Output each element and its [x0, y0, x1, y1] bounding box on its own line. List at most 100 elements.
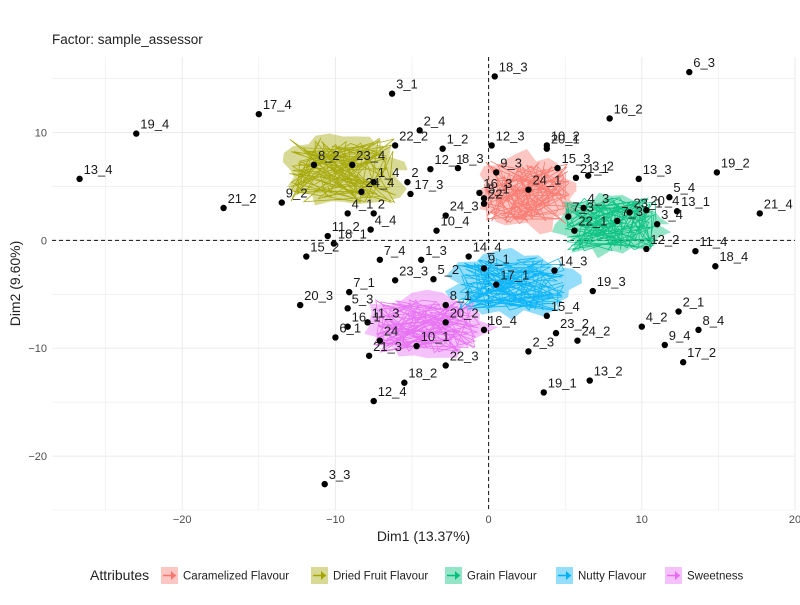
sample-point	[465, 253, 472, 260]
sample-point	[571, 227, 578, 234]
sample-label: 24_3	[450, 199, 479, 214]
sample-point	[330, 240, 338, 247]
sample-label: 5_3	[352, 291, 374, 306]
sample-point	[321, 480, 328, 488]
x-tick-label: 0	[486, 514, 492, 526]
sample-point	[635, 175, 642, 183]
sample-point	[643, 206, 650, 214]
sample-point	[543, 142, 551, 149]
sample-label: 2	[378, 196, 385, 211]
sample-label: 16_3	[483, 176, 512, 191]
sample-label: 20_4	[650, 193, 679, 208]
sample-point	[324, 232, 331, 240]
sample-label: 9_1	[488, 251, 510, 266]
legend-key-arrowhead	[171, 571, 176, 580]
sample-label: 7_4	[384, 243, 406, 258]
sample-label: 19_1	[548, 375, 577, 390]
sample-label: 6_3	[693, 55, 715, 70]
attribute-trace	[457, 257, 565, 312]
sample-label: 10_4	[441, 214, 470, 229]
sample-label: 2	[411, 165, 418, 180]
sample-label: 10_1	[421, 329, 450, 344]
sample-label: 4_4	[375, 213, 397, 228]
sample-point	[376, 256, 384, 263]
sample-point	[695, 326, 702, 334]
sample-label: 5_1	[488, 181, 510, 196]
sample-point	[367, 226, 374, 233]
sample-point	[565, 213, 572, 220]
sample-label: 18_1	[338, 227, 367, 242]
y-tick-label: −20	[28, 451, 47, 463]
sample-point	[552, 329, 560, 337]
sample-point	[416, 127, 423, 134]
sample-label: 8_1	[450, 288, 472, 303]
sample-point	[666, 194, 673, 201]
sample-point	[349, 161, 356, 169]
sample-point	[661, 341, 668, 349]
attribute-traces	[289, 137, 657, 354]
sample-label: 23_1	[634, 195, 663, 210]
sample-label: 17_3	[414, 177, 443, 192]
sample-label: 17_4	[263, 97, 292, 112]
sample-label: 22_2	[399, 128, 428, 143]
sample-point	[679, 359, 687, 366]
sample-label: 4_1	[352, 196, 374, 211]
sample-point	[344, 305, 351, 312]
sample-label: 21_3	[373, 339, 402, 354]
sample-label: 24_1	[532, 173, 561, 188]
sample-point	[364, 319, 371, 326]
legend-item-label: Dried Fruit Flavour	[333, 571, 428, 583]
sample-point	[525, 186, 532, 193]
sample-label: 16_2	[614, 101, 643, 116]
sample-point	[255, 110, 263, 118]
sample-point	[358, 188, 365, 196]
y-tick-label: −10	[28, 343, 47, 355]
sample-label: 23_4	[356, 148, 385, 163]
sample-point	[540, 389, 547, 396]
sample-label: 16_4	[488, 313, 517, 328]
legend-title: Attributes	[90, 567, 149, 583]
sample-label: 12_1	[434, 152, 463, 167]
sample-label: 8_4	[702, 313, 724, 328]
sample-label: 4_2	[646, 310, 668, 325]
sample-point	[418, 256, 425, 263]
sample-label: 19_4	[140, 117, 169, 132]
sample-point	[638, 323, 646, 330]
sample-label: 2_3	[532, 334, 554, 349]
sample-label: 9_4	[669, 328, 691, 343]
sample-label: 13_2	[594, 364, 623, 379]
sample-point	[480, 326, 488, 334]
sample-labels: 6_3 18_3 3_1 17_4 16_2 19_4 2_422_2 12_3 1_2 20_1…	[84, 55, 793, 482]
sample-point	[344, 210, 351, 217]
sample-point	[430, 275, 437, 283]
sample-label: 11_4	[699, 234, 727, 249]
sample-label: 15_4	[551, 299, 580, 314]
sample-label: 5_2	[437, 262, 459, 277]
sample-point	[332, 334, 339, 341]
legend-item-label: Grain Flavour	[467, 571, 537, 583]
legend-key-arrowhead	[455, 571, 460, 580]
y-tick-label: 10	[35, 128, 47, 140]
sample-point	[404, 178, 411, 186]
sample-label: 23_3	[399, 263, 428, 278]
axis-ticks: −20 −10 0 10 20 −20 −10 0 10	[28, 128, 800, 527]
sample-point	[572, 174, 580, 181]
sample-point	[480, 265, 488, 272]
sample-point	[454, 164, 462, 172]
sample-label: 24	[384, 324, 398, 339]
sample-label: 21_1	[580, 161, 609, 176]
legend-key-arrowhead	[675, 571, 680, 580]
sample-point	[551, 267, 558, 274]
legend: Attributes Caramelized Flavour Dried Frui…	[90, 567, 744, 584]
sample-point	[433, 227, 440, 234]
sample-label: 3_1	[396, 77, 418, 92]
sample-point	[303, 253, 310, 260]
sample-point	[584, 172, 592, 179]
sample-label: 19_2	[721, 155, 750, 170]
sample-point	[442, 319, 449, 326]
sample-label: 3_2	[592, 159, 614, 174]
sample-label: 23_2	[560, 316, 589, 331]
sample-point	[76, 175, 83, 183]
x-tick-label: −20	[173, 514, 192, 526]
sample-label: 22	[488, 187, 502, 202]
